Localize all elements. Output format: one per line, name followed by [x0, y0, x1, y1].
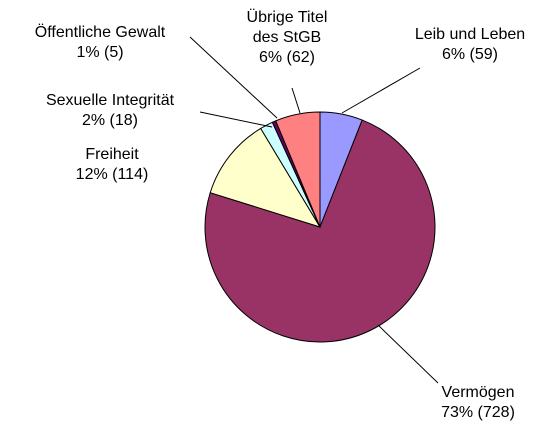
slice-label: Übrige Titel des StGB 6% (62): [237, 8, 337, 68]
leader-line: [341, 67, 421, 114]
value-label: 6% (62): [258, 49, 316, 66]
leader-line: [199, 111, 273, 128]
slice-label: Öffentliche Gewalt 1% (5): [0, 23, 200, 63]
value-label: 1% (5): [76, 44, 124, 61]
pie-slice: [275, 111, 321, 228]
category-name: Öffentliche Gewalt: [34, 24, 166, 41]
category-name: Leib und Leben: [414, 26, 526, 43]
leader-line: [377, 324, 439, 384]
category-name: Freiheit: [85, 146, 139, 163]
leader-line: [291, 87, 301, 114]
value-label: 2% (18): [81, 112, 139, 129]
value-label: 12% (114): [75, 166, 149, 183]
category-name: Vermögen: [441, 384, 515, 401]
slice-label: Vermögen 73% (728): [378, 383, 552, 423]
slice-label: Freiheit 12% (114): [12, 145, 212, 185]
slice-label: Leib und Leben 6% (59): [370, 25, 552, 65]
pie-slice: [204, 119, 436, 343]
value-label: 6% (59): [441, 46, 499, 63]
value-label: 73% (728): [441, 404, 515, 421]
pie-slice: [209, 127, 322, 228]
slice-label: Sexuelle Integrität 2% (18): [10, 91, 210, 131]
leader-line: [189, 36, 278, 119]
category-name: Sexuelle Integrität: [45, 92, 175, 109]
category-name: Übrige Titel des StGB: [246, 9, 328, 46]
